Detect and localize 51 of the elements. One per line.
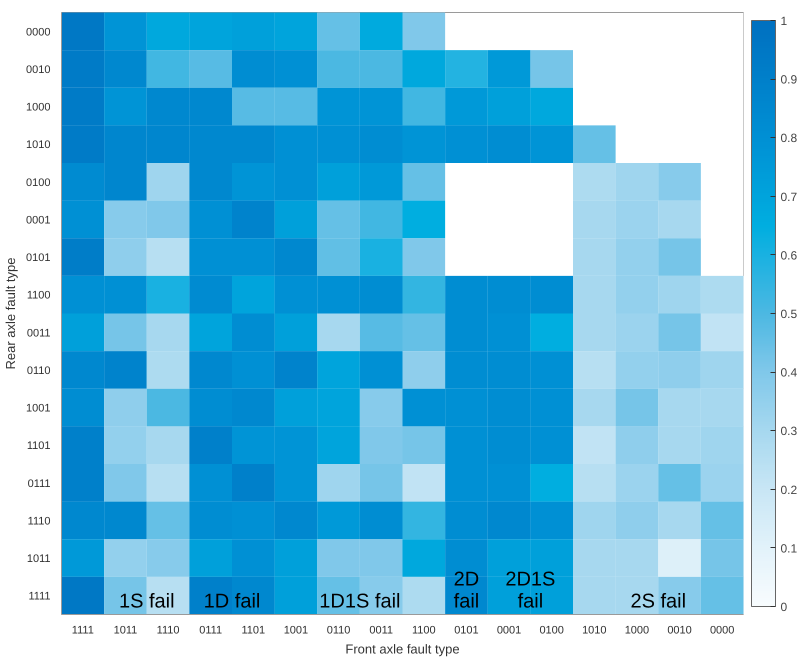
- y-tick-label: 0101: [26, 252, 51, 264]
- y-axis-title: Rear axle fault type: [3, 257, 18, 370]
- color-bar-label: 0.1: [780, 541, 798, 556]
- x-tick-label: 1010: [582, 624, 607, 636]
- x-tick-label: 1001: [284, 624, 308, 636]
- y-tick-label: 0001: [26, 214, 51, 226]
- color-bar-label: 0.4: [780, 366, 798, 380]
- y-tick-label: 1000: [26, 102, 51, 114]
- y-tick-label: 0111: [28, 478, 51, 490]
- y-tick-label: 0010: [26, 64, 51, 76]
- x-axis-title: Front axle fault type: [345, 642, 460, 656]
- annotation: 1S fail: [118, 590, 175, 613]
- y-tick-label: 0000: [26, 26, 51, 38]
- y-tick-label: 1001: [26, 402, 51, 415]
- x-tick-label: 1101: [241, 624, 266, 636]
- x-tick-label: 1000: [624, 624, 650, 636]
- y-tick-label: 1100: [26, 290, 50, 302]
- y-tick-label: 0110: [26, 364, 50, 377]
- y-tick-label: 1111: [28, 590, 51, 603]
- y-tick-label: 1101: [26, 440, 50, 452]
- x-tick-label: 0011: [369, 624, 394, 636]
- color-bar-label: 0.6: [780, 248, 798, 262]
- color-bar-label: 0.9: [780, 72, 798, 87]
- color-bar-label: 0.5: [780, 307, 798, 321]
- y-tick-label: 1010: [26, 139, 51, 152]
- annotation: 1D fail: [204, 590, 260, 613]
- x-tick-label: 1111: [72, 624, 94, 636]
- annotation: 2D1S fail: [505, 568, 556, 613]
- y-tick-label: 1011: [26, 553, 50, 566]
- color-bar-label: 0.3: [780, 424, 798, 438]
- y-tick-label: 1110: [28, 515, 51, 528]
- x-tick-label: 1011: [114, 624, 138, 636]
- x-tick-label: 0010: [667, 624, 692, 636]
- x-tick-label: 0111: [199, 624, 222, 636]
- x-tick-label: 0001: [496, 624, 522, 636]
- y-tick-label: 0011: [26, 327, 50, 340]
- color-bar-label: 1: [780, 14, 788, 28]
- color-bar-label: 0.7: [780, 190, 798, 204]
- x-tick-label: 0101: [454, 624, 479, 636]
- x-tick-label: 1100: [412, 624, 436, 636]
- color-bar-label: 0.8: [780, 131, 798, 146]
- color-bar-label: 0.2: [780, 482, 798, 497]
- x-tick-label: 0100: [539, 624, 564, 636]
- y-tick-label: 0100: [26, 176, 51, 189]
- annotation: 1D1S fail: [319, 590, 400, 613]
- x-tick-label: 0110: [326, 624, 350, 636]
- x-tick-label: 1110: [156, 624, 180, 636]
- color-bar-label: 0: [780, 600, 788, 614]
- annotation: 2D fail: [454, 568, 480, 613]
- annotation: 2S fail: [630, 590, 686, 613]
- x-tick-label: 0000: [710, 624, 734, 636]
